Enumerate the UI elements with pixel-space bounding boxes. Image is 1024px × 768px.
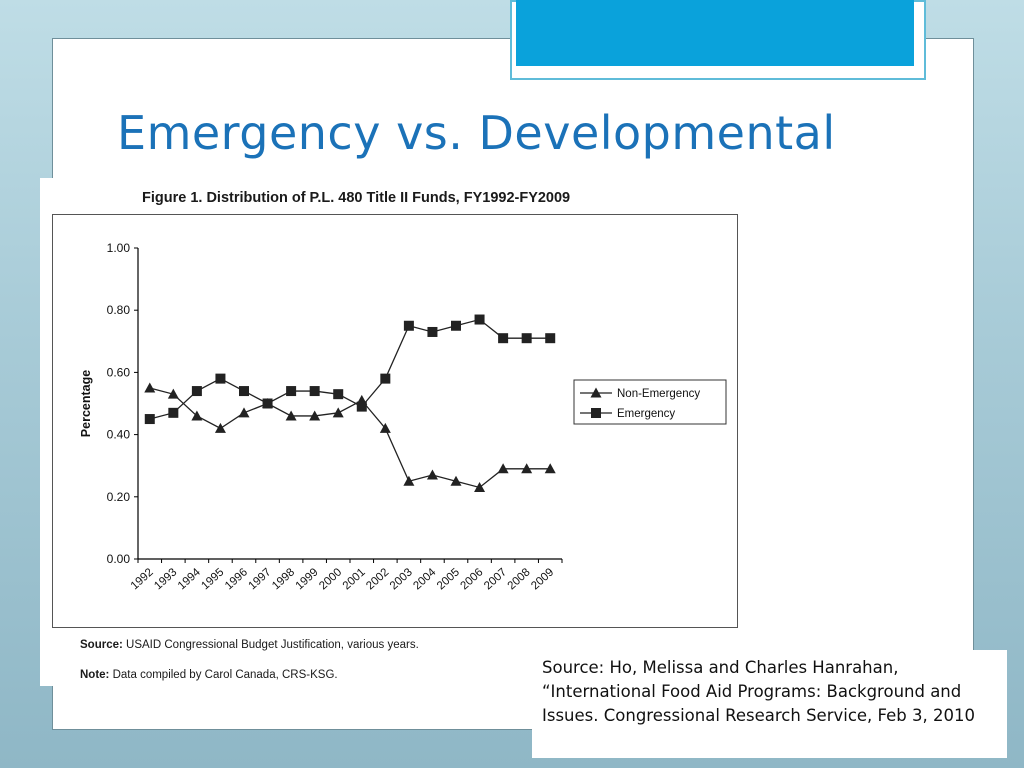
x-tick-label: 1999 <box>294 566 321 592</box>
slide-title: Emergency vs. Developmental <box>117 106 836 160</box>
figure-note-label: Note: <box>80 669 110 681</box>
y-axis-title: Percentage <box>79 370 93 437</box>
x-tick-label: 2000 <box>317 566 344 592</box>
x-tick-label: 1995 <box>199 566 226 592</box>
point-non-emergency <box>144 382 156 393</box>
point-non-emergency <box>544 463 556 474</box>
point-emergency <box>427 326 438 337</box>
point-non-emergency <box>167 388 179 399</box>
source-citation: Source: Ho, Melissa and Charles Hanrahan… <box>542 658 975 725</box>
point-emergency <box>215 373 226 384</box>
series-line-non-emergency <box>149 387 551 489</box>
point-non-emergency <box>379 422 391 433</box>
legend-label-emergency: Emergency <box>617 408 675 420</box>
legend-label-non-emergency: Non-Emergency <box>617 388 700 400</box>
point-non-emergency <box>285 410 297 421</box>
figure-source-label: Source: <box>80 639 123 651</box>
point-non-emergency <box>474 481 486 492</box>
figure-title: Figure 1. Distribution of P.L. 480 Title… <box>142 190 571 206</box>
x-tick-label: 2008 <box>506 566 533 592</box>
point-non-emergency <box>191 410 203 421</box>
figure-note-value: Data compiled by Carol Canada, CRS-KSG. <box>112 669 338 681</box>
point-non-emergency <box>309 410 321 421</box>
point-non-emergency <box>403 475 415 486</box>
point-emergency <box>191 386 202 397</box>
point-emergency <box>168 407 179 418</box>
point-non-emergency <box>426 469 438 480</box>
legend-marker-non-emergency <box>590 387 602 398</box>
x-tick-label: 2009 <box>529 566 556 592</box>
x-tick-label: 1992 <box>129 566 156 592</box>
y-tick-label: 0.00 <box>107 552 131 566</box>
point-emergency <box>498 333 509 344</box>
point-emergency <box>144 414 155 425</box>
point-non-emergency <box>332 407 344 418</box>
figure-source-note: Source: USAID Congressional Budget Justi… <box>80 639 419 651</box>
series-line-emergency <box>149 318 551 420</box>
point-emergency <box>451 320 461 331</box>
legend-marker-emergency <box>591 408 601 418</box>
x-tick-label: 1993 <box>152 566 179 592</box>
point-emergency <box>309 386 320 397</box>
point-emergency <box>521 333 532 344</box>
x-tick-label: 2007 <box>482 566 509 592</box>
line-chart: 0.00 0.20 0.40 0.60 0.80 1.00 1992199319941995… <box>79 241 727 592</box>
point-emergency <box>474 314 485 325</box>
point-emergency <box>380 373 391 384</box>
x-tick-label: 1997 <box>247 566 274 592</box>
figure-source-value: USAID Congressional Budget Justification… <box>126 639 419 651</box>
point-emergency <box>545 333 556 344</box>
x-tick-label: 2005 <box>435 566 462 592</box>
point-non-emergency <box>450 475 462 486</box>
x-tick-label: 1996 <box>223 566 250 592</box>
point-emergency <box>333 389 344 400</box>
point-non-emergency <box>214 422 226 433</box>
x-tick-label: 2006 <box>459 566 486 592</box>
x-tick-label: 1994 <box>176 566 203 592</box>
point-non-emergency <box>497 463 509 474</box>
x-tick-label: 2002 <box>364 566 391 592</box>
figure-note: Note: Data compiled by Carol Canada, CRS… <box>80 669 338 681</box>
x-tick-label: 1998 <box>270 566 297 592</box>
y-tick-label: 0.80 <box>107 303 131 317</box>
point-emergency <box>239 386 249 397</box>
x-tick-label: 2001 <box>341 566 368 592</box>
point-emergency <box>262 398 273 409</box>
x-tick-label: 2004 <box>411 566 438 592</box>
point-emergency <box>286 386 297 397</box>
point-emergency <box>403 320 414 331</box>
point-non-emergency <box>238 407 250 418</box>
accent-bar <box>516 0 914 66</box>
y-tick-label: 1.00 <box>107 241 131 255</box>
point-emergency <box>356 401 367 412</box>
y-tick-label: 0.60 <box>107 365 131 379</box>
y-tick-label: 0.20 <box>107 490 131 504</box>
source-box: Source: Ho, Melissa and Charles Hanrahan… <box>532 650 1007 758</box>
point-non-emergency <box>521 463 533 474</box>
y-tick-label: 0.40 <box>107 428 131 442</box>
x-tick-label: 2003 <box>388 566 415 592</box>
